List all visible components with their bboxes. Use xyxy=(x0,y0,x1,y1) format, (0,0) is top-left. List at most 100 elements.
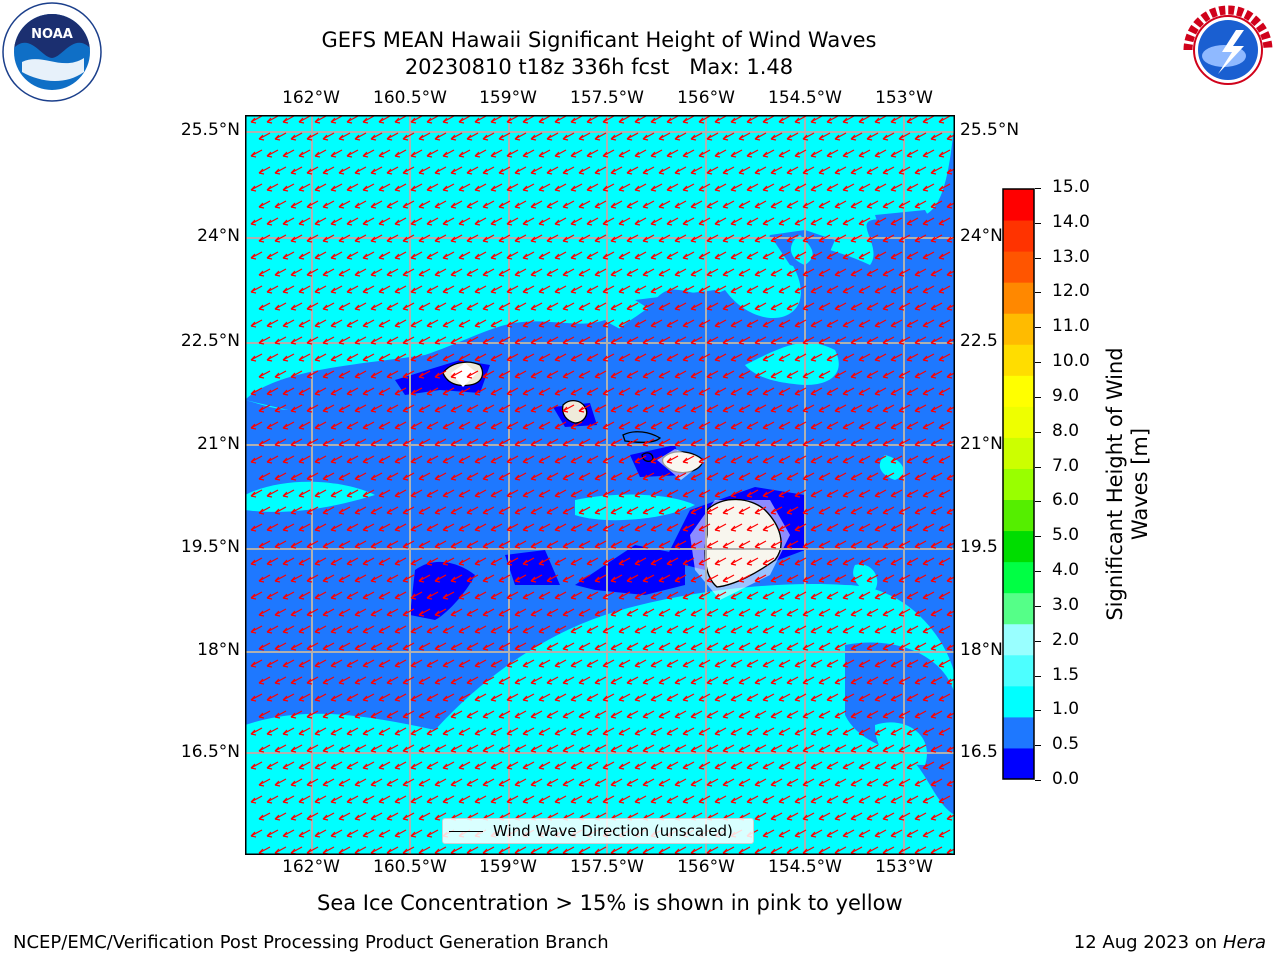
wave-direction-arrow xyxy=(714,727,727,736)
wave-direction-arrow xyxy=(306,472,319,481)
wave-direction-arrow xyxy=(834,506,847,515)
wave-direction-arrow xyxy=(730,387,743,396)
wave-direction-arrow xyxy=(378,421,391,430)
colorbar-segment xyxy=(1003,282,1034,314)
island-oahu xyxy=(561,400,588,424)
wave-direction-arrow xyxy=(506,795,519,804)
wave-direction-arrow xyxy=(930,574,943,583)
wave-direction-arrow xyxy=(394,421,407,430)
wave-direction-arrow xyxy=(426,319,439,328)
wave-direction-arrow xyxy=(482,676,495,685)
wave-direction-arrow xyxy=(346,625,359,634)
wave-direction-arrow xyxy=(938,421,951,430)
wave-direction-arrow xyxy=(562,642,575,651)
wave-direction-arrow xyxy=(506,319,519,328)
wave-direction-arrow xyxy=(938,693,951,702)
wave-direction-arrow xyxy=(674,744,687,753)
wave-direction-arrow xyxy=(354,200,367,209)
wave-direction-arrow xyxy=(786,472,799,481)
colorbar-segment xyxy=(1003,468,1034,501)
wave-direction-arrow xyxy=(594,132,607,141)
wave-direction-arrow xyxy=(482,710,495,719)
wave-direction-arrow xyxy=(490,625,503,634)
wave-direction-arrow xyxy=(274,404,287,413)
wave-direction-arrow xyxy=(898,642,911,651)
wave-direction-arrow xyxy=(474,387,487,396)
wave-direction-arrow xyxy=(418,812,431,821)
wave-direction-arrow xyxy=(306,540,319,549)
wave-direction-arrow xyxy=(402,336,415,345)
wave-direction-arrow xyxy=(714,455,727,464)
wave-direction-arrow xyxy=(458,693,471,702)
wave-direction-arrow xyxy=(722,370,735,379)
wave-direction-arrow xyxy=(578,302,591,311)
wave-direction-arrow xyxy=(466,608,479,617)
wave-direction-arrow xyxy=(634,761,647,770)
wave-direction-arrow xyxy=(802,642,815,651)
wave-direction-arrow xyxy=(778,523,791,532)
wave-direction-arrow xyxy=(634,693,647,702)
wave-direction-arrow xyxy=(458,489,471,498)
wave-direction-arrow xyxy=(834,166,847,175)
wave-direction-arrow xyxy=(674,336,687,345)
wave-direction-arrow xyxy=(434,370,447,379)
wave-direction-arrow xyxy=(466,438,479,447)
wave-direction-arrow xyxy=(402,812,415,821)
wave-direction-arrow xyxy=(810,217,823,226)
wave-direction-arrow xyxy=(914,608,927,617)
wave-direction-arrow xyxy=(898,370,911,379)
wave-direction-arrow xyxy=(274,676,287,685)
wave-direction-arrow xyxy=(418,506,431,515)
wave-direction-arrow xyxy=(506,149,519,158)
colorbar xyxy=(1002,188,1035,780)
wave-direction-arrow xyxy=(722,438,735,447)
wave-direction-arrow xyxy=(674,642,687,651)
wave-direction-arrow xyxy=(402,404,415,413)
wave-direction-arrow xyxy=(250,285,263,294)
wave-direction-arrow xyxy=(498,234,511,243)
wave-direction-arrow xyxy=(562,540,575,549)
wave-direction-arrow xyxy=(362,251,375,260)
wave-direction-arrow xyxy=(898,540,911,549)
wave-direction-arrow xyxy=(386,710,399,719)
wave-direction-arrow xyxy=(258,574,271,583)
wave-direction-arrow xyxy=(394,489,407,498)
wave-direction-arrow xyxy=(362,761,375,770)
wave-direction-arrow xyxy=(306,710,319,719)
wave-direction-arrow xyxy=(538,251,551,260)
wave-direction-arrow xyxy=(698,421,711,430)
wave-direction-arrow xyxy=(818,642,831,651)
wave-direction-arrow xyxy=(626,676,639,685)
wave-direction-arrow xyxy=(498,642,511,651)
wave-direction-arrow xyxy=(706,370,719,379)
wave-direction-arrow xyxy=(874,149,887,158)
wave-direction-arrow xyxy=(522,489,535,498)
colorbar-tick-label: 0.5 xyxy=(1052,734,1080,755)
wave-direction-arrow xyxy=(762,319,775,328)
wave-direction-arrow xyxy=(442,727,455,736)
wave-direction-arrow xyxy=(498,676,511,685)
wave-direction-arrow xyxy=(290,574,303,583)
wave-direction-arrow xyxy=(922,591,935,600)
wave-direction-arrow xyxy=(818,540,831,549)
wave-direction-arrow xyxy=(314,693,327,702)
wave-direction-arrow xyxy=(698,115,711,124)
wave-direction-arrow xyxy=(930,540,943,549)
wave-direction-arrow xyxy=(682,183,695,192)
wave-direction-arrow xyxy=(506,761,519,770)
wave-direction-arrow xyxy=(706,676,719,685)
wave-direction-arrow xyxy=(754,574,767,583)
wave-direction-arrow xyxy=(754,234,767,243)
wave-direction-arrow xyxy=(394,455,407,464)
wave-direction-arrow xyxy=(570,727,583,736)
wave-direction-arrow xyxy=(402,608,415,617)
wave-direction-arrow xyxy=(554,455,567,464)
wave-direction-arrow xyxy=(890,727,903,736)
colorbar-segment xyxy=(1003,251,1034,283)
wave-direction-arrow xyxy=(546,166,559,175)
wave-direction-arrow xyxy=(538,523,551,532)
wave-direction-arrow xyxy=(330,693,343,702)
wave-direction-arrow xyxy=(874,523,887,532)
wave-direction-arrow xyxy=(602,659,615,668)
wave-direction-arrow xyxy=(778,625,791,634)
